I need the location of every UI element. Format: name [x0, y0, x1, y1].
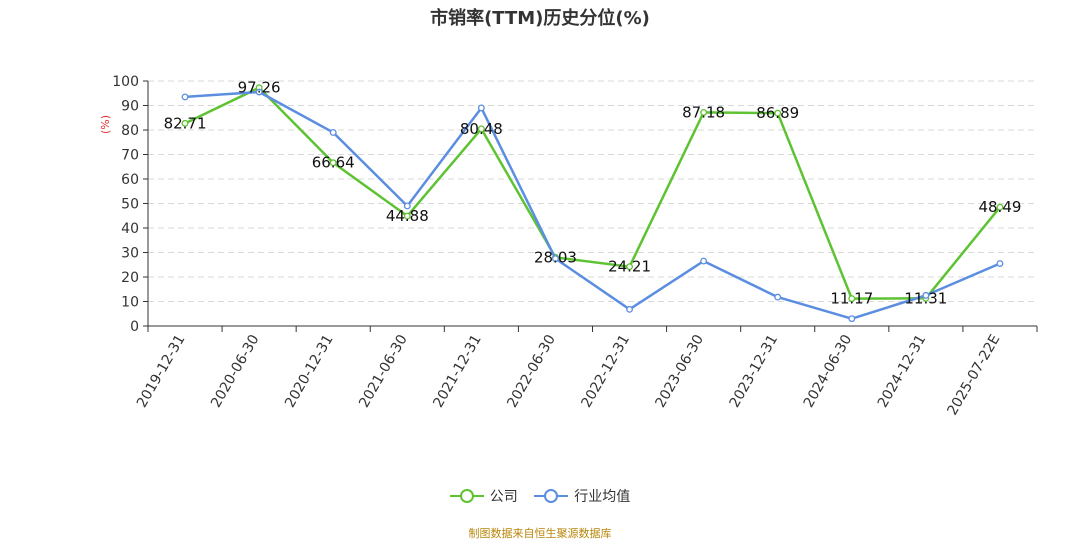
- x-tick-label: 2024-12-31: [875, 332, 930, 410]
- company-data-point: [626, 263, 633, 271]
- source-note: 制图数据来自恒生聚源数据库: [468, 527, 612, 540]
- y-tick-label: 60: [121, 172, 139, 188]
- chart-title: 市销率(TTM)历史分位(%): [430, 8, 650, 29]
- company-data-label: 80.48: [460, 120, 503, 138]
- x-tick-label: 2025-07-22E: [944, 332, 1003, 418]
- industry-data-point: [700, 257, 708, 265]
- y-axis-label: (%): [99, 115, 112, 134]
- axes: 0 10 20 30 40 50 60 70 80 90 100 (%) 2019-12-31 2020-…: [99, 74, 1038, 418]
- legend: 公司 行业均值: [0, 486, 1080, 508]
- legend-company-label: 公司: [489, 489, 518, 505]
- legend-item-industry[interactable]: 行业均值: [534, 486, 630, 506]
- legend-item-company[interactable]: 公司: [449, 486, 518, 506]
- company-data-label: 66.64: [312, 154, 355, 172]
- industry-data-point: [255, 88, 263, 96]
- grid-lines: [148, 80, 1037, 302]
- industry-data-point: [626, 305, 633, 313]
- x-tick-label: 2022-06-30: [504, 332, 559, 410]
- company-data-label: 97.26: [238, 79, 281, 97]
- y-tick-label: 80: [121, 123, 139, 139]
- industry-data-point: [552, 255, 559, 263]
- industry-data-point: [848, 315, 856, 323]
- company-data-point: [700, 108, 708, 116]
- company-data-point: [477, 125, 485, 133]
- y-tick-label: 90: [121, 99, 139, 115]
- industry-data-point: [477, 104, 485, 112]
- y-tick-label: 0: [130, 319, 139, 335]
- industry-data-point: [403, 202, 411, 210]
- y-tick-label: 40: [121, 221, 139, 237]
- y-tick-label: 10: [121, 295, 139, 311]
- company-data-point: [996, 203, 1004, 211]
- company-data-label: 28.03: [534, 248, 577, 266]
- industry-data-point: [996, 260, 1004, 267]
- industry-series-line: [184, 90, 1001, 320]
- legend-company-line-icon: [449, 489, 484, 503]
- x-tick-label: 2019-12-31: [134, 332, 189, 410]
- y-tick-label: 20: [121, 270, 139, 286]
- company-data-label: 87.18: [682, 103, 725, 121]
- company-data-label: 24.21: [608, 258, 651, 276]
- company-data-label: 11.17: [830, 290, 873, 308]
- x-tick-label: 2020-06-30: [208, 332, 263, 410]
- series-lines: [181, 84, 1004, 323]
- industry-data-point: [922, 291, 930, 299]
- company-data-point: [403, 212, 411, 220]
- y-tick-label: 50: [121, 197, 139, 213]
- legend-industry-label: 行业均值: [574, 489, 631, 505]
- company-series-line: [184, 86, 1001, 300]
- industry-data-point: [181, 93, 189, 101]
- data-labels: 82.71 97.26 66.64 44.88 80.48 28.03 24.21 87.18…: [164, 79, 1022, 308]
- company-data-point: [848, 295, 856, 303]
- industry-data-point: [774, 293, 782, 301]
- company-data-point: [181, 119, 189, 127]
- x-tick-label: 2021-06-30: [356, 332, 411, 410]
- industry-data-point: [329, 128, 337, 136]
- x-tick-label: 2023-12-31: [727, 332, 782, 410]
- company-data-point: [774, 109, 782, 117]
- x-tick-label: 2022-12-31: [578, 332, 633, 410]
- company-data-label: 82.71: [164, 114, 207, 132]
- legend-industry-line-icon: [534, 489, 569, 503]
- x-tick-label: 2021-12-31: [430, 332, 485, 410]
- x-tick-label: 2024-06-30: [801, 332, 856, 410]
- company-data-point: [329, 159, 337, 167]
- y-tick-label: 100: [112, 74, 139, 90]
- x-tick-label: 2023-06-30: [653, 332, 708, 410]
- company-data-label: 48.49: [978, 198, 1021, 216]
- company-data-label: 44.88: [386, 207, 429, 225]
- x-tick-label: 2020-12-31: [282, 332, 337, 410]
- company-data-label: 86.89: [756, 104, 799, 122]
- y-tick-label: 70: [121, 148, 139, 164]
- y-tick-label: 30: [121, 246, 139, 262]
- company-data-label: 11.31: [904, 289, 947, 307]
